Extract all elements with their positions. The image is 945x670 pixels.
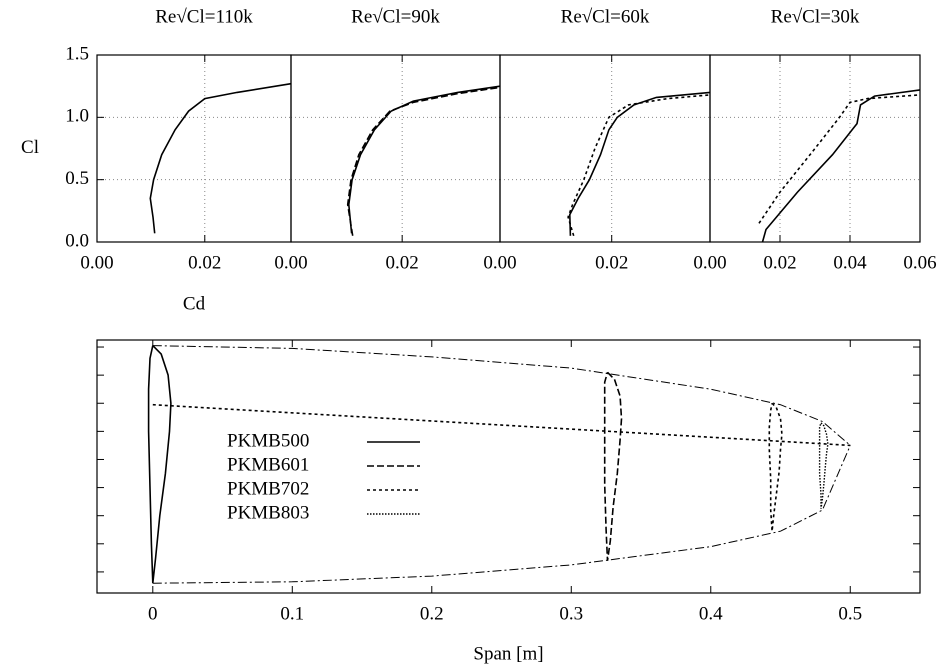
x-tick-label: 0.04 xyxy=(833,252,867,273)
x-tick-label: 0.5 xyxy=(838,603,862,624)
x-tick-label: 0.00 xyxy=(80,252,113,273)
x-tick-label: 0.3 xyxy=(559,603,583,624)
y-tick-label: 1.0 xyxy=(65,106,89,127)
panel-title: Re√Cl=60k xyxy=(561,6,650,27)
plot-frame xyxy=(709,54,921,243)
x-tick-label: 0.1 xyxy=(280,603,304,624)
panel-title: Re√Cl=30k xyxy=(771,6,860,27)
legend-label: PKMB803 xyxy=(227,502,309,523)
series-line xyxy=(818,422,829,509)
x-tick-label: 0.4 xyxy=(699,603,723,624)
x-tick-label: 0 xyxy=(148,603,158,624)
x-tick-label: 0.02 xyxy=(763,252,796,273)
x-tick-label: 0.00 xyxy=(483,252,516,273)
plot-frame xyxy=(499,54,711,243)
series-line xyxy=(568,91,711,236)
series-line xyxy=(758,94,921,224)
series-line xyxy=(603,371,623,561)
x-axis-label: Cd xyxy=(183,293,206,314)
legend-label: PKMB500 xyxy=(227,430,309,451)
plot-frame xyxy=(290,54,501,243)
x-axis-label: Span [m] xyxy=(473,643,543,664)
legend-label: PKMB702 xyxy=(227,478,309,499)
x-tick-label: 0.00 xyxy=(693,252,726,273)
y-tick-label: 1.5 xyxy=(65,43,89,64)
planform-line xyxy=(152,345,851,446)
plot-frame xyxy=(96,54,292,243)
y-tick-label: 0.0 xyxy=(65,230,89,251)
y-tick-label: 0.5 xyxy=(65,168,89,189)
x-tick-label: 0.06 xyxy=(903,252,936,273)
legend-label: PKMB601 xyxy=(227,454,309,475)
series-line xyxy=(768,402,783,532)
panel-title: Re√Cl=90k xyxy=(351,6,440,27)
y-axis-label: Cl xyxy=(21,137,39,158)
series-line xyxy=(346,86,501,236)
x-tick-label: 0.2 xyxy=(420,603,444,624)
series-line xyxy=(347,85,501,234)
series-line xyxy=(149,82,292,234)
planform-line xyxy=(152,445,851,584)
x-tick-label: 0.02 xyxy=(188,252,221,273)
x-tick-label: 0.00 xyxy=(274,252,307,273)
panel-title: Re√Cl=110k xyxy=(155,6,253,27)
x-tick-label: 0.02 xyxy=(386,252,419,273)
planform-line xyxy=(152,403,851,447)
plot-frame xyxy=(96,339,921,594)
series-line xyxy=(761,89,921,243)
x-tick-label: 0.02 xyxy=(595,252,628,273)
series-line xyxy=(147,345,172,584)
series-line xyxy=(567,94,711,237)
